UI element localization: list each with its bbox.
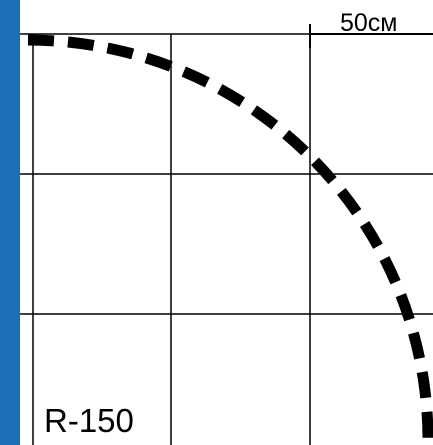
grid — [20, 33, 433, 445]
radius-label: R-150 — [44, 402, 134, 439]
scale-bar: 50см — [309, 9, 433, 48]
scale-label: 50см — [340, 9, 398, 37]
frame-accent-left — [0, 0, 20, 445]
radius-arc — [27, 34, 433, 441]
